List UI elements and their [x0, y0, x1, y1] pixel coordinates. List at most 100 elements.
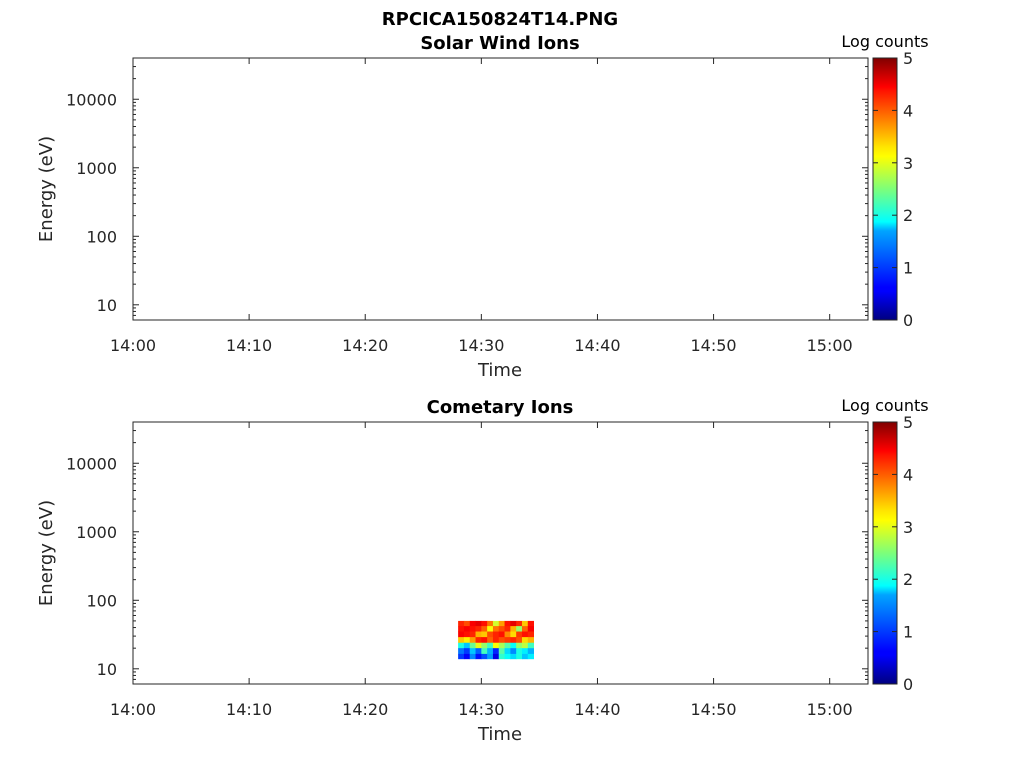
x-tick-label: 14:40	[574, 700, 620, 719]
heatmap-cell	[498, 626, 505, 632]
heatmap-cell	[527, 653, 534, 660]
heatmap-cell	[458, 637, 465, 644]
heatmap-cell	[510, 653, 517, 660]
colorbar-gradient	[872, 421, 898, 685]
heatmap-cell	[458, 620, 465, 627]
colorbar-tick-label: 4	[903, 101, 913, 120]
heatmap-cell	[527, 626, 534, 632]
heatmap-cell	[498, 620, 505, 627]
heatmap-cell	[481, 648, 488, 655]
heatmap-cell	[521, 626, 529, 632]
y-tick-label: 10	[97, 296, 117, 315]
heatmap-cell	[521, 653, 529, 660]
y-axis: 10 100 1000 10000	[66, 57, 868, 321]
heatmap-cell	[487, 637, 494, 644]
heatmap-cell	[463, 637, 471, 644]
heatmap-cell	[458, 631, 465, 638]
heatmap-cell	[481, 642, 488, 649]
heatmap-cell	[504, 620, 511, 627]
x-tick-label: 15:00	[807, 700, 853, 719]
y-tick-label: 10000	[66, 90, 117, 109]
heatmap-cell	[469, 620, 476, 627]
heatmap-cell	[481, 653, 488, 660]
colorbar: 0 1 2 3 4 5 Log counts	[841, 396, 928, 694]
heatmap-cell	[492, 637, 500, 644]
heatmap-cell	[458, 642, 465, 649]
heatmap-cell	[510, 637, 517, 644]
heatmap-cell	[463, 620, 471, 627]
heatmap-cell	[475, 626, 482, 632]
heatmap-cell	[510, 620, 517, 627]
heatmap-cell	[521, 642, 529, 649]
colorbar-tick-label: 4	[903, 465, 913, 484]
heatmap-cell	[498, 648, 505, 655]
x-axis: 14:00 14:10 14:20 14:30 14:40 14:50 15:00	[110, 58, 853, 355]
colorbar-tick-label: 5	[903, 49, 913, 68]
y-tick-label: 1000	[76, 523, 117, 542]
heatmap-cell	[521, 648, 529, 655]
x-axis: 14:00 14:10 14:20 14:30 14:40 14:50 15:00	[110, 422, 853, 719]
heatmap-cell	[469, 653, 476, 660]
heatmap-cell	[516, 653, 523, 660]
heatmap-cell	[527, 620, 534, 627]
heatmap-cell	[475, 620, 482, 627]
colorbar-tick-label: 1	[903, 259, 913, 278]
heatmap-cell	[492, 653, 500, 660]
y-tick-label: 1000	[76, 159, 117, 178]
x-tick-label: 14:00	[110, 336, 156, 355]
heatmap-cell	[504, 626, 511, 632]
x-tick-label: 14:30	[458, 700, 504, 719]
x-tick-label: 14:30	[458, 336, 504, 355]
heatmap-cell	[510, 631, 517, 638]
colorbar-ticks: 0 1 2 3 4 5	[873, 49, 913, 330]
heatmap-cell	[498, 653, 505, 660]
colorbar-label: Log counts	[841, 396, 928, 415]
x-tick-label: 14:50	[691, 700, 737, 719]
heatmap-cell	[516, 620, 523, 627]
heatmap-cell	[469, 637, 476, 644]
heatmap-cell	[469, 626, 476, 632]
colorbar-tick-label: 0	[903, 311, 913, 330]
y-tick-label: 10000	[66, 454, 117, 473]
colorbar-tick-label: 2	[903, 206, 913, 225]
y-axis: 10 100 1000 10000	[66, 421, 868, 685]
y-tick-label: 100	[86, 227, 117, 246]
colorbar-tick-label: 5	[903, 413, 913, 432]
heatmap-cell	[463, 648, 471, 655]
y-axis-label: Energy (eV)	[36, 500, 57, 606]
heatmap-cell	[469, 631, 476, 638]
heatmap-cell	[475, 648, 482, 655]
x-axis-label: Time	[477, 724, 522, 745]
heatmap-cell	[492, 620, 500, 627]
plot-frame	[132, 57, 869, 321]
heatmap-cell	[481, 637, 488, 644]
x-tick-label: 14:20	[342, 336, 388, 355]
x-tick-label: 15:00	[807, 336, 853, 355]
heatmap-cell	[516, 626, 523, 632]
heatmap-cell	[521, 631, 529, 638]
colorbar-tick-label: 3	[903, 518, 913, 537]
heatmap-cell	[458, 648, 465, 655]
heatmap-cell	[516, 631, 523, 638]
heatmap-cell	[487, 642, 494, 649]
y-tick-label: 100	[86, 591, 117, 610]
heatmap-cell	[498, 637, 505, 644]
heatmap-cell	[487, 653, 494, 660]
x-tick-label: 14:40	[574, 336, 620, 355]
y-tick-label: 10	[97, 660, 117, 679]
cometary-ions-panel: Cometary Ions 14:00 14:10 14:20 14:30 14:40 1…	[36, 396, 929, 745]
heatmap-cell	[475, 642, 482, 649]
figure-title: RPCICA150824T14.PNG	[382, 9, 618, 30]
x-tick-label: 14:50	[691, 336, 737, 355]
colorbar-tick-label: 3	[903, 154, 913, 173]
heatmap-cell	[516, 637, 523, 644]
heatmap-cell	[487, 626, 494, 632]
x-tick-label: 14:10	[226, 700, 272, 719]
heatmap-cell	[487, 648, 494, 655]
heatmap-cell	[527, 637, 534, 644]
heatmap-cell	[527, 642, 534, 649]
heatmap-cell	[527, 631, 534, 638]
heatmap-cell	[487, 620, 494, 627]
heatmap-cell	[504, 642, 511, 649]
